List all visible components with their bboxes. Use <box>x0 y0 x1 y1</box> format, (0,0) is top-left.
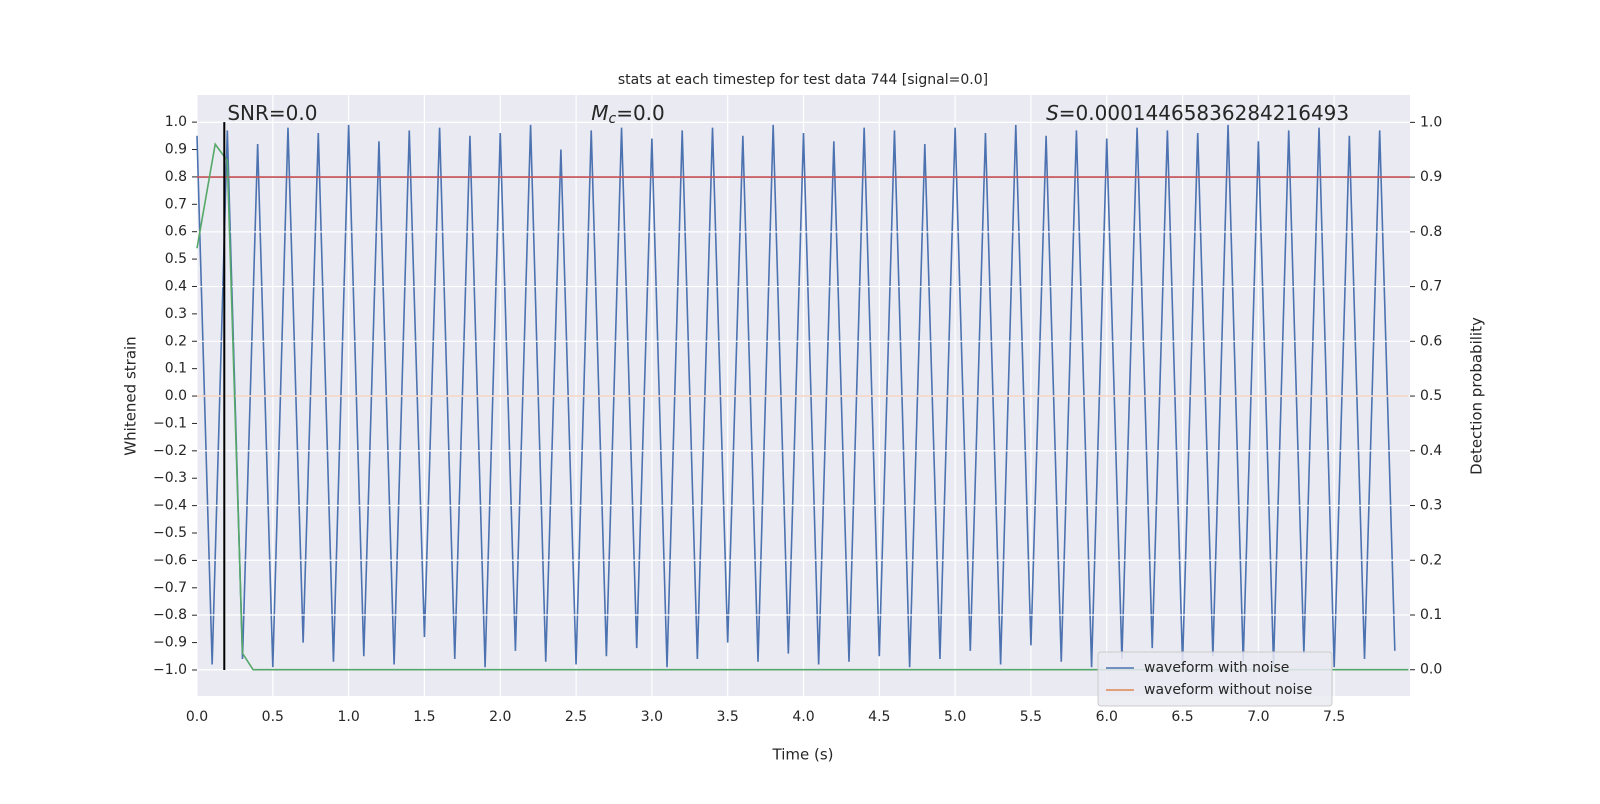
y2-axis-label: Detection probability <box>1468 317 1486 475</box>
x-tick-label: 3.5 <box>717 709 739 725</box>
y2-tick-label: 0.2 <box>1420 552 1442 568</box>
legend-label: waveform without noise <box>1144 682 1312 698</box>
x-tick-label: 5.0 <box>944 709 966 725</box>
y2-tick-label: 0.7 <box>1420 279 1442 295</box>
y-tick-label: −0.4 <box>153 498 187 514</box>
y2-tick-label: 0.9 <box>1420 169 1442 185</box>
y-tick-label: 0.2 <box>165 333 187 349</box>
annotation: SNR=0.0 <box>227 101 317 125</box>
y-tick-label: −0.2 <box>153 443 187 459</box>
x-tick-label: 6.0 <box>1096 709 1118 725</box>
y-tick-label: −0.3 <box>153 470 187 486</box>
y-tick-label: 0.6 <box>165 224 187 240</box>
annotation-text: SNR=0.0 <box>227 101 317 125</box>
x-tick-label: 1.5 <box>413 709 435 725</box>
y-tick-label: 0.3 <box>165 306 187 322</box>
y2-tick-label: 0.1 <box>1420 607 1442 623</box>
annotation-symbol: S <box>1046 101 1059 125</box>
y-tick-label: −0.1 <box>153 415 187 431</box>
y-tick-label: 0.4 <box>165 278 187 294</box>
y-tick-label: 0.8 <box>165 169 187 185</box>
x-tick-label: 4.0 <box>792 709 814 725</box>
y-tick-label: 0.7 <box>165 196 187 212</box>
x-tick-label: 7.0 <box>1247 709 1269 725</box>
y2-tick-label: 1.0 <box>1420 114 1442 130</box>
legend-label: waveform with noise <box>1144 660 1289 676</box>
x-tick-label: 2.5 <box>565 709 587 725</box>
y-tick-label: 0.9 <box>165 142 187 158</box>
annotation-text: =0.0 <box>616 101 665 125</box>
y-tick-label: −0.7 <box>153 580 187 596</box>
x-tick-label: 7.5 <box>1323 709 1345 725</box>
x-tick-label: 0.0 <box>186 709 208 725</box>
y-tick-label: −0.9 <box>153 635 187 651</box>
x-tick-label: 6.5 <box>1171 709 1193 725</box>
x-tick-label: 0.5 <box>262 709 284 725</box>
annotation-subscript: c <box>608 111 616 127</box>
x-tick-label: 4.5 <box>868 709 890 725</box>
series-line <box>196 124 1396 668</box>
y2-tick-label: 0.4 <box>1420 443 1442 459</box>
annotation: S=0.00014465836284216493 <box>1046 101 1349 125</box>
y2-tick-label: 0.5 <box>1420 388 1442 404</box>
legend-box <box>1097 651 1333 707</box>
y-tick-label: −0.5 <box>153 525 187 541</box>
y-tick-label: 0.1 <box>165 361 187 377</box>
chart-title: stats at each timestep for test data 744… <box>618 72 988 88</box>
x-tick-label: 1.0 <box>337 709 359 725</box>
y-tick-label: 0.5 <box>165 251 187 267</box>
y-tick-label: 0.0 <box>165 388 187 404</box>
y2-tick-label: 0.8 <box>1420 224 1442 240</box>
y2-tick-label: 0.0 <box>1420 662 1442 678</box>
annotation: Mc=0.0 <box>591 101 665 128</box>
y-tick-label: −0.8 <box>153 607 187 623</box>
y2-tick-label: 0.3 <box>1420 498 1442 514</box>
x-axis-label: Time (s) <box>772 746 834 764</box>
x-tick-label: 3.0 <box>641 709 663 725</box>
x-tick-label: 2.0 <box>489 709 511 725</box>
annotation-text: =0.00014465836284216493 <box>1059 101 1349 125</box>
y-axis-label: Whitened strain <box>122 336 140 455</box>
x-tick-label: 5.5 <box>1020 709 1042 725</box>
y-tick-label: 1.0 <box>165 114 187 130</box>
y-tick-label: −0.6 <box>153 552 187 568</box>
annotation-symbol: M <box>591 101 608 125</box>
y2-tick-label: 0.6 <box>1420 333 1442 349</box>
series-line <box>196 142 1409 671</box>
y-tick-label: −1.0 <box>153 662 187 678</box>
